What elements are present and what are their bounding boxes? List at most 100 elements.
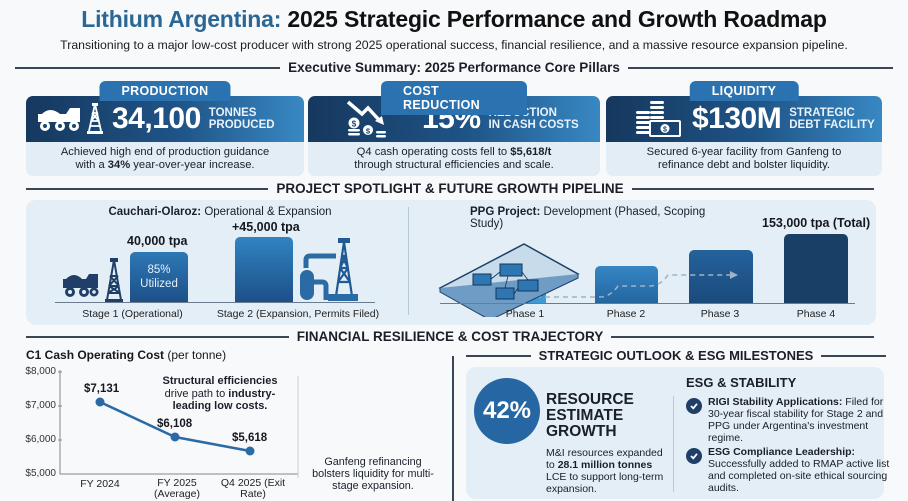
divider bbox=[821, 354, 887, 357]
esg-item-text: RIGI Stability Applications: Filed for 3… bbox=[708, 396, 901, 444]
cauchari-title: Cauchari-Olaroz: Operational & Expansion bbox=[35, 206, 405, 218]
phase-label: Phase 4 bbox=[796, 308, 836, 320]
section-title: FINANCIAL RESILIENCE & COST TRAJECTORY bbox=[296, 329, 604, 344]
desc-text: LCE to support long-term expansion. bbox=[546, 471, 664, 495]
esg-item: RIGI Stability Applications: Filed for 3… bbox=[686, 396, 901, 444]
desc-highlight: 28.1 million tonnes bbox=[557, 459, 653, 471]
esg-item-title: RIGI Stability Applications: bbox=[708, 396, 843, 408]
stage1-label: Stage 1 (Operational) bbox=[82, 308, 183, 320]
chart-annotation: Structural efficiencies drive path to ind… bbox=[160, 375, 280, 413]
facility-layout-icon bbox=[438, 243, 580, 317]
title-text: 2025 Strategic Performance and Growth Ro… bbox=[281, 6, 827, 32]
growth-trend-arrow bbox=[500, 271, 738, 298]
y-tick: $8,000 bbox=[25, 366, 56, 377]
x-tick: FY 2024 bbox=[80, 478, 120, 490]
stage2-bar bbox=[235, 237, 293, 302]
stage2-label: Stage 2 (Expansion, Permits Filed) bbox=[216, 308, 380, 320]
project-status: Development (Phased, Scoping Study) bbox=[470, 206, 706, 230]
x-tick: FY 2025 (Average) bbox=[154, 477, 200, 500]
unit-line: IN CASH COSTS bbox=[488, 119, 579, 131]
oil-derrick-icon bbox=[87, 103, 103, 134]
project-name: PPG Project: bbox=[470, 206, 541, 218]
divider bbox=[611, 335, 874, 338]
phase-label: Phase 3 bbox=[700, 308, 740, 320]
pillar-description: Q4 cash operating costs fell to $5,618/t… bbox=[308, 142, 600, 176]
data-label: $7,131 bbox=[84, 383, 120, 395]
resource-growth-percent: 42% bbox=[474, 378, 540, 444]
pillar-production: PRODUCTION 34,100 TONNES PRODUCED Achieve… bbox=[26, 81, 304, 176]
page-title: Lithium Argentina: 2025 Strategic Perfor… bbox=[0, 6, 908, 33]
divider bbox=[466, 354, 531, 357]
ppg-total-capacity: 153,000 tpa (Total) bbox=[762, 216, 871, 230]
esg-item-title: ESG Compliance Leadership: bbox=[708, 446, 856, 458]
project-status: Operational & Expansion bbox=[201, 206, 332, 218]
chart-title-unit: (per tonne) bbox=[164, 348, 227, 362]
section-title: Executive Summary: 2025 Performance Core… bbox=[288, 60, 620, 75]
outlook-heading: STRATEGIC OUTLOOK & ESG MILESTONES bbox=[466, 348, 887, 363]
divider bbox=[631, 187, 875, 190]
mining-truck-icon bbox=[63, 274, 99, 297]
divider bbox=[15, 66, 281, 69]
pillar-liquidity: LIQUIDITY $ $130M STRATEGIC DEBT FACILITY… bbox=[606, 81, 882, 176]
title-brand: Lithium Argentina: bbox=[81, 6, 282, 32]
processing-plant-icon bbox=[300, 238, 358, 301]
phase-label: Phase 1 bbox=[505, 308, 545, 320]
resource-growth-title: RESOURCE ESTIMATE GROWTH bbox=[546, 392, 634, 440]
divider bbox=[452, 356, 454, 501]
mining-truck-icon bbox=[38, 108, 80, 131]
phase4-bar bbox=[784, 234, 848, 303]
divider bbox=[408, 207, 409, 315]
desc-highlight: $5,618/t bbox=[510, 146, 552, 158]
y-tick: $7,000 bbox=[25, 400, 56, 411]
refinancing-note: Ganfeng refinancing bolsters liquidity f… bbox=[312, 456, 434, 492]
line-chart bbox=[58, 370, 299, 478]
annotation-line: leading low costs. bbox=[172, 400, 268, 412]
spotlight-heading: PROJECT SPOTLIGHT & FUTURE GROWTH PIPELI… bbox=[26, 181, 875, 196]
desc-line: refinance debt and bolster liquidity. bbox=[657, 159, 831, 171]
annotation-line: Structural efficiencies bbox=[162, 375, 278, 387]
utilization-label: Utilized bbox=[140, 278, 178, 290]
divider bbox=[26, 187, 269, 190]
executive-summary-heading: Executive Summary: 2025 Performance Core… bbox=[15, 60, 894, 75]
stage1-bar bbox=[130, 252, 188, 302]
production-value: 34,100 bbox=[112, 102, 201, 135]
baseline bbox=[440, 303, 855, 304]
section-title: STRATEGIC OUTLOOK & ESG MILESTONES bbox=[538, 348, 814, 363]
desc-line: Achieved high end of production guidance bbox=[60, 146, 270, 158]
desc-text: year-over-year increase. bbox=[130, 159, 255, 171]
divider bbox=[627, 66, 894, 69]
data-label: $5,618 bbox=[232, 432, 268, 444]
y-tick: $5,000 bbox=[25, 468, 56, 479]
coins-banknote-icon: $ bbox=[636, 101, 681, 137]
desc-line: Secured 6-year facility from Ganfeng to bbox=[646, 146, 842, 158]
x-tick: Q4 2025 (Exit Rate) bbox=[220, 477, 286, 500]
baseline bbox=[55, 302, 375, 303]
phase2-bar bbox=[595, 266, 658, 303]
liquidity-unit: STRATEGIC DEBT FACILITY bbox=[789, 107, 875, 131]
annotation-highlight: industry- bbox=[228, 387, 276, 400]
outlook-panel bbox=[466, 367, 884, 499]
unit-line: DEBT FACILITY bbox=[789, 119, 875, 131]
pillar-tab: PRODUCTION bbox=[99, 81, 231, 101]
desc-line: through structural efficiencies and scal… bbox=[354, 159, 554, 171]
title-line: RESOURCE bbox=[546, 391, 634, 408]
pillar-card: $ $130M STRATEGIC DEBT FACILITY bbox=[606, 96, 882, 142]
check-icon bbox=[686, 398, 702, 414]
svg-text:$: $ bbox=[352, 120, 357, 129]
title-line: GROWTH bbox=[546, 423, 617, 440]
check-icon bbox=[686, 448, 702, 464]
ppg-title: PPG Project: Development (Phased, Scopin… bbox=[470, 206, 730, 230]
unit-line: PRODUCED bbox=[208, 119, 275, 131]
oil-derrick-icon bbox=[105, 258, 123, 303]
stage2-capacity: +45,000 tpa bbox=[232, 220, 300, 234]
pillar-card: 34,100 TONNES PRODUCED bbox=[26, 96, 304, 142]
stage1-utilization: 85% Utilized bbox=[130, 263, 188, 291]
pillar-cost-reduction: COST REDUCTION $$ 15% REDUCTIONIN CASH C… bbox=[308, 81, 600, 176]
chart-title-main: C1 Cash Operating Cost bbox=[26, 348, 165, 362]
desc-text: M&I resources expanded to bbox=[546, 447, 663, 471]
section-title: PROJECT SPOTLIGHT & FUTURE GROWTH PIPELI… bbox=[276, 181, 624, 196]
pillar-tab: LIQUIDITY bbox=[689, 81, 799, 101]
data-label: $6,108 bbox=[157, 418, 193, 430]
phase-label: Phase 2 bbox=[606, 308, 646, 320]
svg-text:$: $ bbox=[663, 127, 667, 134]
